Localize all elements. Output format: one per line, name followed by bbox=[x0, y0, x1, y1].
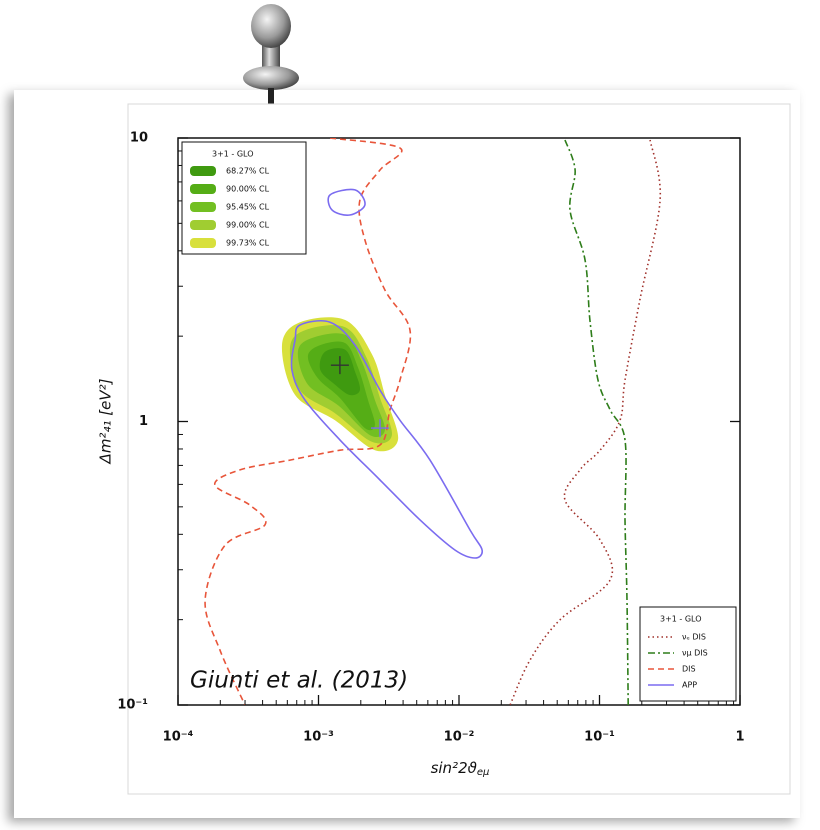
legend-label: DIS bbox=[682, 665, 696, 674]
exclusion-curve bbox=[509, 139, 662, 705]
legend-title: 3+1 - GLO bbox=[660, 615, 702, 624]
legend-swatch bbox=[190, 166, 216, 176]
legend-label: APP bbox=[682, 681, 697, 690]
x-axis-label: sin²2ϑeμ bbox=[431, 759, 490, 779]
legend-label: 90.00% CL bbox=[226, 185, 270, 194]
legend-label: νₑ DIS bbox=[682, 633, 706, 642]
y-axis-label: Δm²₄₁ [eV²] bbox=[97, 378, 115, 464]
exclusion-curve bbox=[290, 188, 484, 559]
best-fit-marker bbox=[371, 419, 390, 438]
legend-swatch bbox=[190, 202, 216, 212]
y-tick-label: 1 bbox=[139, 414, 148, 429]
legend-swatch bbox=[190, 238, 216, 248]
x-tick-label: 10⁻¹ bbox=[584, 730, 615, 745]
x-tick-label: 1 bbox=[735, 730, 744, 745]
exclusion-curve bbox=[564, 139, 629, 705]
annotation: Giunti et al. (2013) bbox=[190, 668, 408, 694]
y-tick-label: 10 bbox=[130, 131, 148, 146]
legend-title: 3+1 - GLO bbox=[212, 150, 254, 159]
legend-swatch bbox=[190, 220, 216, 230]
x-axis-label-main: sin²2ϑ bbox=[431, 759, 477, 777]
x-tick-label: 10⁻² bbox=[444, 730, 475, 745]
exclusion-curve bbox=[204, 138, 412, 705]
legend-label: νμ DIS bbox=[682, 649, 708, 658]
plot-area bbox=[204, 138, 662, 705]
legend-swatch bbox=[190, 184, 216, 194]
plot-panel bbox=[127, 103, 791, 795]
legend-label: 99.00% CL bbox=[226, 221, 270, 230]
legend-box bbox=[181, 141, 307, 255]
x-axis-label-sub: eμ bbox=[477, 767, 490, 778]
legend-label: 68.27% CL bbox=[226, 167, 270, 176]
legend-label: 95.45% CL bbox=[226, 203, 270, 212]
y-tick-label: 10⁻¹ bbox=[117, 698, 148, 713]
x-tick-label: 10⁻³ bbox=[303, 730, 334, 745]
legend-label: 99.73% CL bbox=[226, 239, 270, 248]
best-fit-marker bbox=[330, 356, 349, 375]
x-tick-label: 10⁻⁴ bbox=[163, 730, 194, 745]
push-pin bbox=[243, 4, 299, 104]
